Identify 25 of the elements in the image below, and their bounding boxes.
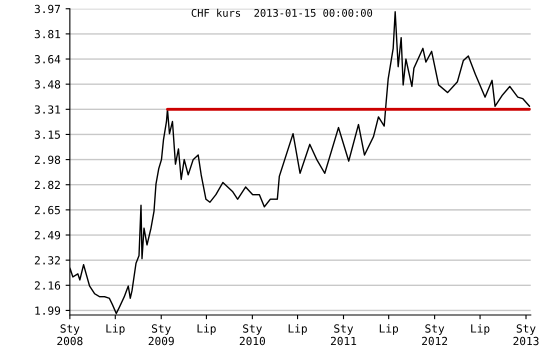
y-tick-label: 2.16 xyxy=(34,281,60,290)
chart-title: CHF kurs 2013-01-15 00:00:00 xyxy=(192,8,372,17)
x-tick-label: Sty 2009 xyxy=(148,324,174,346)
x-tick-label: Sty 2013 xyxy=(513,324,539,346)
y-tick-label: 3.81 xyxy=(34,30,60,38)
x-tick-label: Sty 2008 xyxy=(57,324,83,346)
x-tick-label: Sty 2010 xyxy=(240,324,266,346)
y-tick-label: 2.65 xyxy=(34,206,60,214)
y-tick-label: 3.64 xyxy=(34,55,60,64)
x-tick-label: Lip xyxy=(198,324,216,335)
y-tick-label: 3.97 xyxy=(34,4,60,14)
x-tick-label: Lip xyxy=(106,324,125,335)
y-tick-label: 3.48 xyxy=(34,80,60,89)
x-tick-label: Lip xyxy=(288,324,307,335)
y-tick-label: 3.15 xyxy=(34,130,60,139)
y-tick-label: 2.98 xyxy=(34,156,60,164)
y-tick-label: 3.31 xyxy=(34,105,60,114)
x-tick-label: Sty 2012 xyxy=(422,324,448,346)
x-tick-label: Lip xyxy=(380,324,398,335)
y-tick-label: 2.49 xyxy=(34,231,60,240)
y-tick-label: 1.99 xyxy=(35,306,60,315)
x-tick-label: Sty 2011 xyxy=(330,324,356,346)
y-tick-label: 2.32 xyxy=(34,256,60,265)
x-tick-label: Lip xyxy=(471,324,490,335)
y-tick-label: 2.82 xyxy=(34,180,60,190)
